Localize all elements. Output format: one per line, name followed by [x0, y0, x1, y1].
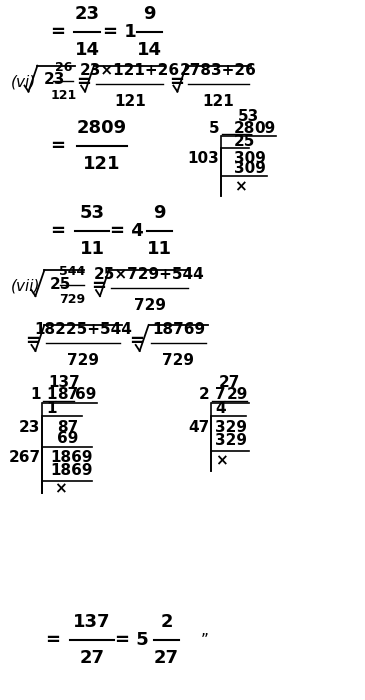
Text: 729: 729: [67, 353, 99, 368]
Text: 11: 11: [147, 240, 172, 258]
Text: 121: 121: [114, 94, 146, 108]
Text: =: =: [129, 332, 144, 350]
Text: =: =: [50, 222, 65, 240]
Text: 729: 729: [59, 293, 85, 306]
Text: =: =: [50, 23, 65, 41]
Text: 137: 137: [48, 375, 80, 391]
Text: 27: 27: [218, 375, 240, 391]
Text: 23: 23: [43, 72, 65, 87]
Text: (vii): (vii): [11, 279, 40, 293]
Text: ×: ×: [235, 178, 247, 194]
Text: ×: ×: [215, 453, 227, 468]
Text: =: =: [92, 277, 107, 295]
Text: 23×121+26: 23×121+26: [80, 62, 180, 78]
Text: 1869: 1869: [50, 463, 93, 478]
Text: 23: 23: [74, 5, 100, 23]
Text: 25×729+544: 25×729+544: [94, 267, 205, 282]
Text: 729: 729: [134, 298, 166, 313]
Text: 5: 5: [208, 121, 219, 136]
Text: 329: 329: [215, 433, 247, 448]
Text: 4: 4: [215, 401, 226, 416]
Text: 1: 1: [46, 401, 57, 416]
Text: 69: 69: [57, 431, 78, 446]
Text: 11: 11: [80, 240, 104, 258]
Text: 2783+26: 2783+26: [180, 62, 257, 78]
Text: 53: 53: [238, 109, 260, 124]
Text: 27: 27: [80, 649, 104, 667]
Text: 309: 309: [234, 161, 266, 176]
Text: 14: 14: [74, 41, 100, 59]
Text: 121: 121: [202, 94, 234, 108]
Text: 1869: 1869: [50, 450, 93, 465]
Text: =: =: [50, 137, 65, 155]
Text: (vi): (vi): [11, 74, 36, 89]
Text: 1: 1: [30, 387, 41, 402]
Text: 1: 1: [46, 387, 57, 402]
Text: =: =: [45, 631, 60, 649]
Text: = 5: = 5: [115, 631, 149, 649]
Text: 29: 29: [227, 387, 249, 402]
Text: 47: 47: [188, 420, 209, 435]
Text: 18225+544: 18225+544: [34, 322, 132, 337]
Text: 729: 729: [162, 353, 195, 368]
Text: 2: 2: [160, 613, 173, 631]
Text: 7: 7: [215, 387, 226, 402]
Text: 14: 14: [137, 41, 162, 59]
Text: =: =: [25, 332, 40, 350]
Text: 23: 23: [19, 420, 41, 435]
Text: 309: 309: [234, 151, 266, 166]
Text: =: =: [169, 73, 184, 90]
Text: = 4: = 4: [110, 222, 144, 240]
Text: 09: 09: [254, 121, 275, 136]
Text: 25: 25: [234, 134, 255, 149]
Text: 26: 26: [54, 61, 72, 74]
Text: =: =: [77, 73, 92, 90]
Text: 2809: 2809: [77, 120, 127, 137]
Text: 9: 9: [143, 5, 156, 23]
Text: = 1: = 1: [103, 23, 137, 41]
Text: 25: 25: [49, 276, 71, 292]
Text: 69: 69: [75, 387, 96, 402]
Text: ×: ×: [54, 481, 67, 496]
Text: 103: 103: [187, 151, 219, 166]
Text: 87: 87: [57, 420, 78, 435]
Text: ”: ”: [201, 633, 209, 648]
Text: 329: 329: [215, 420, 247, 435]
Text: 9: 9: [153, 204, 166, 223]
Text: 121: 121: [50, 89, 76, 102]
Text: 87: 87: [57, 387, 78, 402]
Text: 53: 53: [80, 204, 104, 223]
Text: 27: 27: [154, 649, 179, 667]
Text: 267: 267: [8, 450, 41, 465]
Text: 2: 2: [199, 387, 209, 402]
Text: 121: 121: [83, 155, 121, 174]
Text: 28: 28: [234, 121, 255, 136]
Text: 544: 544: [59, 265, 85, 278]
Text: 137: 137: [73, 613, 111, 631]
Text: 18769: 18769: [152, 322, 205, 337]
